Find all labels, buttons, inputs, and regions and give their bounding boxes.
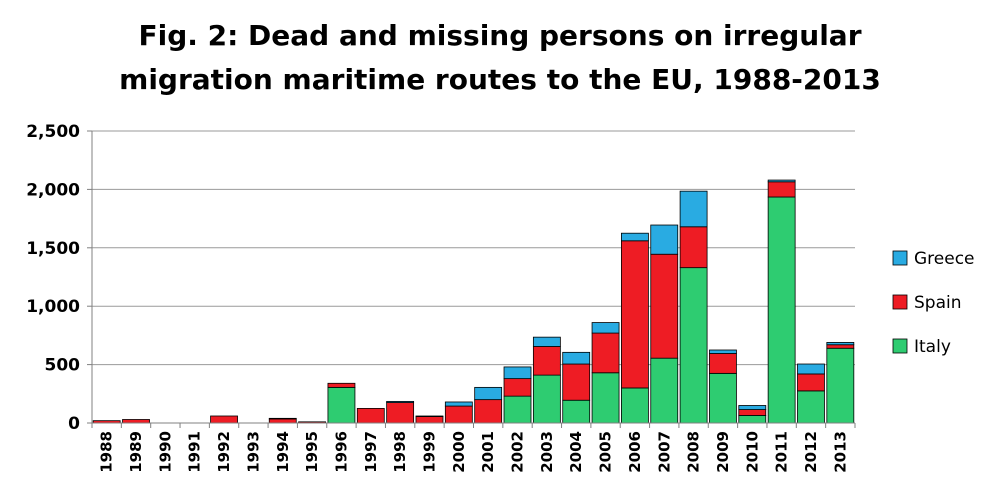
bar-greece-1994 [268, 417, 297, 420]
y-tick-label: 1,000 [26, 297, 80, 317]
x-tick-label: 2009 [714, 431, 732, 473]
x-axis-ticks: 1988 1989 1990 1991 1992 1993 1994 1995 1996 1997… [91, 423, 856, 473]
bar-greece-2009 [709, 349, 737, 354]
bars [92, 179, 855, 424]
x-tick-label: 2000 [450, 431, 468, 473]
y-tick-label: 1,500 [26, 239, 80, 259]
x-tick-label: 1988 [98, 431, 116, 473]
bar-greece-1998 [386, 400, 415, 403]
bar-spain-2011 [767, 181, 796, 198]
x-tick-label: 1998 [391, 431, 409, 473]
x-tick-label: 2002 [509, 431, 527, 473]
x-tick-label: 2010 [743, 431, 761, 473]
bar-italy-2002 [503, 395, 532, 424]
x-tick-label: 2012 [802, 431, 820, 473]
x-tick-label: 1995 [303, 431, 321, 473]
gridlines [92, 130, 855, 366]
x-tick-label: 1991 [186, 431, 204, 473]
bar-greece-1999 [415, 415, 444, 417]
bar-greece-2003 [532, 336, 561, 347]
bar-spain-2008 [679, 226, 708, 269]
y-tick-label: 0 [68, 414, 80, 434]
bar-spain-2002 [503, 378, 532, 397]
bar-italy-2013 [826, 347, 855, 424]
bar-italy-2005 [591, 372, 620, 424]
bar-italy-2006 [621, 387, 649, 424]
bar-italy-2010 [738, 415, 767, 424]
x-tick-label: 1993 [244, 431, 262, 473]
bar-spain-2006 [621, 240, 649, 389]
bar-greece-2005 [591, 322, 620, 334]
legend-label-italy: Italy [914, 337, 951, 357]
x-tick-label: 1997 [362, 431, 380, 473]
bar-greece-2007 [650, 224, 679, 255]
bar-greece-2000 [444, 401, 473, 407]
bar-spain-2012 [797, 373, 825, 392]
bar-spain-2013 [826, 344, 855, 349]
x-tick-label: 1994 [274, 431, 292, 473]
bar-spain-2000 [444, 405, 473, 424]
bar-italy-2009 [709, 372, 737, 424]
bar-greece-2004 [562, 351, 591, 365]
bar-italy-2003 [532, 374, 561, 424]
chart-title-line-1: Fig. 2: Dead and missing persons on irre… [138, 19, 861, 52]
bar-greece-2013 [826, 342, 855, 346]
bar-spain-2010 [738, 409, 767, 416]
x-tick-label: 2011 [773, 431, 791, 473]
bar-spain-1996 [327, 382, 356, 388]
axes [91, 131, 855, 424]
bar-spain-1997 [356, 407, 385, 424]
legend-swatch-spain [892, 294, 908, 310]
y-tick-label: 500 [45, 356, 81, 376]
legend-label-spain: Spain [914, 293, 962, 313]
bar-spain-1994 [268, 418, 297, 424]
bar-spain-1989 [122, 419, 150, 424]
legend-label-greece: Greece [914, 249, 975, 269]
bar-italy-2011 [767, 196, 796, 424]
bar-spain-1998 [386, 402, 415, 424]
bar-greece-2008 [679, 190, 708, 228]
legend-swatch-greece [892, 250, 908, 266]
bar-italy-1996 [327, 386, 356, 424]
x-tick-label: 2001 [479, 431, 497, 473]
bar-spain-2007 [650, 253, 679, 359]
bar-spain-2009 [709, 353, 737, 374]
chart-title-line-2: migration maritime routes to the EU, 198… [119, 63, 881, 96]
bar-greece-2011 [767, 179, 796, 183]
y-tick-label: 2,500 [26, 122, 80, 142]
bar-greece-2002 [503, 366, 532, 380]
x-tick-label: 1999 [420, 431, 438, 473]
bar-spain-2004 [562, 363, 591, 401]
bar-italy-2008 [679, 267, 708, 424]
bar-greece-2006 [621, 232, 649, 242]
x-tick-label: 2004 [567, 431, 585, 473]
bar-greece-2001 [474, 386, 503, 401]
x-tick-label: 1990 [156, 431, 174, 473]
x-tick-label: 1996 [332, 431, 350, 473]
x-tick-label: 2006 [626, 431, 644, 473]
bar-italy-2012 [797, 390, 825, 424]
x-tick-label: 1992 [215, 431, 233, 473]
x-tick-label: 2007 [655, 431, 673, 473]
bar-spain-2005 [591, 332, 620, 374]
x-tick-label: 2013 [831, 431, 849, 473]
x-tick-label: 2008 [685, 431, 703, 473]
bar-greece-2010 [738, 405, 767, 410]
x-tick-label: 2003 [538, 431, 556, 473]
bar-italy-2004 [562, 399, 591, 424]
y-tick-label: 2,000 [26, 180, 80, 200]
bar-spain-2003 [532, 346, 561, 376]
x-tick-label: 1989 [127, 431, 145, 473]
bar-italy-2007 [650, 357, 679, 424]
bar-spain-2001 [474, 399, 503, 424]
bar-spain-1992 [210, 415, 238, 424]
legend-swatch-italy [892, 338, 908, 354]
bar-spain-1999 [415, 416, 444, 424]
y-axis-ticks: 0 500 1,000 1,500 2,000 2,500 [26, 122, 92, 434]
bar-greece-2012 [797, 363, 825, 375]
x-tick-label: 2005 [597, 431, 615, 473]
legend: Greece Spain Italy [892, 249, 975, 357]
